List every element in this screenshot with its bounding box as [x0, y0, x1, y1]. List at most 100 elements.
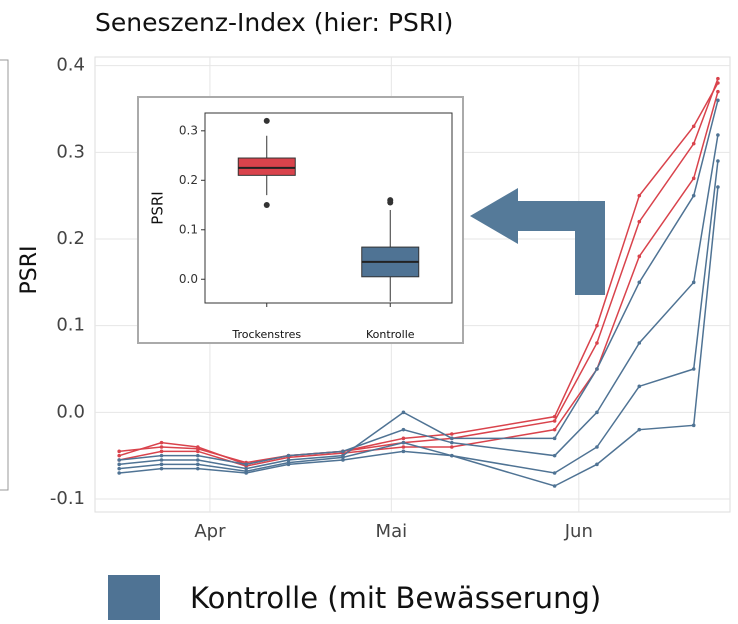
data-point — [159, 466, 164, 471]
data-point — [552, 419, 557, 423]
data-point — [691, 124, 696, 129]
data-point — [552, 471, 557, 475]
data-point — [401, 410, 406, 415]
inset-y-label: PSRI — [149, 191, 167, 224]
data-point — [637, 193, 642, 198]
data-point — [450, 436, 454, 441]
data-point — [159, 453, 164, 458]
arrow-shaft — [515, 201, 605, 295]
data-point — [159, 458, 164, 462]
legend-swatch — [108, 575, 160, 620]
data-point — [117, 466, 121, 471]
data-point — [552, 453, 557, 458]
y-tick-label: 0.2 — [179, 173, 198, 187]
data-point — [637, 384, 642, 389]
inset-plot: 0.0 0.1 0.2 0.3 Trockenstres Kontrolle — [179, 112, 453, 341]
data-point — [196, 466, 200, 471]
data-point — [159, 445, 164, 449]
x-tick-label: Apr — [194, 521, 226, 542]
data-point — [117, 453, 121, 458]
data-point — [552, 484, 557, 488]
data-point — [716, 159, 720, 163]
data-point — [450, 432, 454, 436]
data-point — [159, 449, 164, 454]
data-point — [637, 280, 642, 285]
data-point — [244, 466, 248, 471]
data-point — [401, 440, 406, 445]
data-point — [595, 341, 599, 345]
data-point — [341, 455, 345, 460]
outlier — [263, 202, 270, 209]
data-point — [637, 427, 642, 432]
data-point — [691, 367, 696, 371]
data-point — [691, 423, 696, 428]
data-point — [552, 436, 557, 441]
data-point — [450, 440, 454, 445]
data-point — [716, 81, 720, 85]
data-point — [196, 462, 200, 467]
data-point — [716, 89, 720, 94]
data-point — [159, 440, 164, 445]
data-point — [716, 133, 720, 137]
data-point — [244, 469, 248, 474]
data-point — [595, 462, 599, 467]
data-point — [637, 341, 642, 345]
data-point — [691, 280, 696, 285]
data-point — [595, 445, 599, 449]
data-point — [117, 471, 121, 475]
data-point — [716, 76, 720, 81]
x-tick-label: Mai — [376, 521, 408, 542]
outlier — [263, 117, 270, 124]
y-tick-label: 0.1 — [179, 222, 198, 236]
legend-label: Kontrolle (mit Bewässerung) — [190, 581, 601, 615]
data-point — [552, 427, 557, 432]
x-tick-label: Trockenstres — [231, 328, 301, 341]
data-point — [286, 453, 291, 458]
data-point — [552, 414, 557, 419]
data-point — [286, 460, 291, 465]
data-point — [159, 462, 164, 467]
data-point — [117, 449, 121, 454]
data-point — [401, 436, 406, 441]
data-point — [117, 462, 121, 467]
data-point — [691, 193, 696, 198]
y-tick-label: 0.0 — [179, 272, 198, 286]
data-point — [450, 445, 454, 449]
y-tick-label: 0.3 — [56, 141, 85, 162]
data-point — [401, 445, 406, 449]
box — [237, 157, 296, 176]
data-point — [595, 367, 599, 371]
data-point — [691, 176, 696, 181]
data-point — [341, 458, 345, 462]
arrow-head — [470, 188, 518, 244]
data-point — [196, 453, 200, 458]
data-point — [196, 446, 200, 451]
data-point — [341, 449, 345, 454]
x-tick-label: Jun — [564, 521, 593, 542]
data-point — [595, 323, 599, 328]
data-point — [691, 141, 696, 146]
data-point — [401, 449, 406, 454]
y-tick-label: 0.0 — [56, 401, 85, 422]
data-point — [595, 410, 599, 415]
data-point — [196, 449, 200, 454]
y-tick-label: 0.1 — [56, 315, 85, 336]
outlier — [387, 199, 394, 206]
data-point — [286, 458, 291, 462]
data-point — [244, 462, 248, 467]
data-point — [117, 458, 121, 462]
y-tick-label: 0.2 — [56, 228, 85, 249]
y-tick-label: 0.3 — [179, 123, 198, 137]
data-point — [716, 185, 720, 189]
data-point — [637, 254, 642, 259]
data-point — [716, 98, 720, 103]
arrow — [470, 188, 605, 295]
data-point — [637, 219, 642, 224]
neighbor-frame — [0, 59, 9, 491]
y-tick-label: -0.1 — [50, 488, 85, 509]
y-tick-label: 0.4 — [56, 55, 85, 76]
data-point — [450, 453, 454, 458]
chart-title: Seneszenz-Index (hier: PSRI) — [95, 8, 453, 37]
